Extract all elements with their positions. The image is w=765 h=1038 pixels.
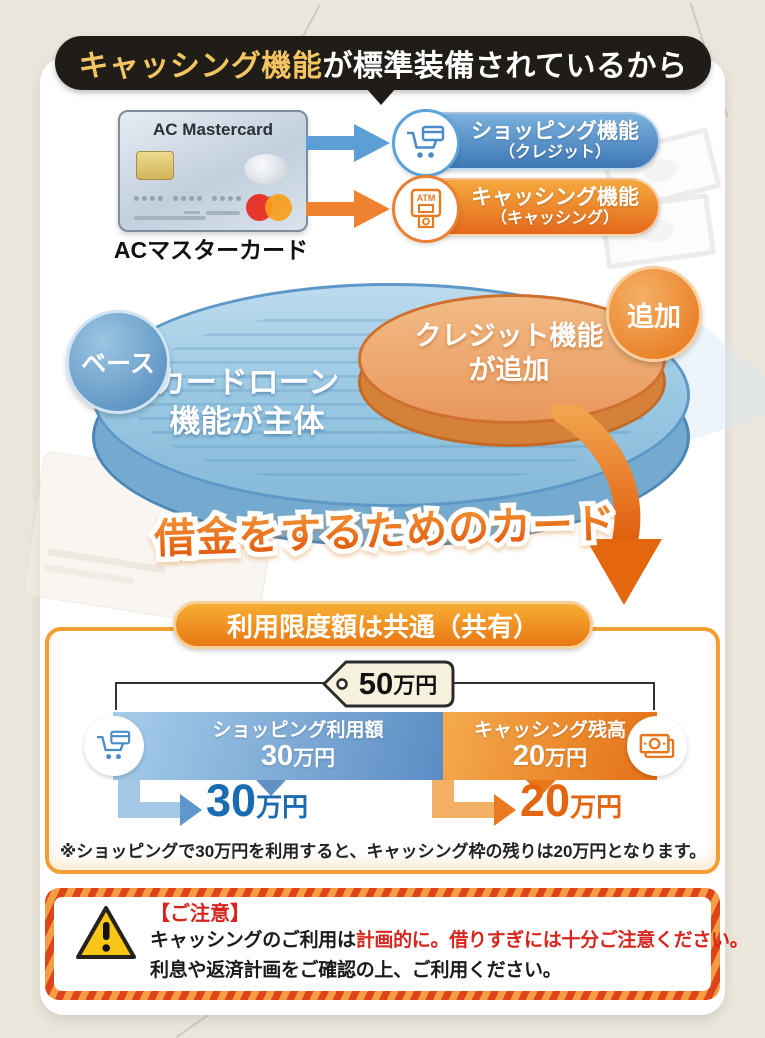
feature-shopping-title: ショッピング機能: [471, 120, 639, 144]
add-disc-label: クレジット機能 が追加: [414, 321, 604, 385]
card-number-dots: [134, 196, 280, 201]
mastercard-logo: [246, 194, 292, 221]
swoosh-down-arrow-icon: [551, 405, 662, 605]
card-name-label: ACマスターカード: [113, 237, 309, 263]
atm-icon: ATM: [392, 175, 460, 243]
svg-text:ATM: ATM: [417, 193, 436, 203]
warning-title: 【ご注意】: [150, 903, 250, 925]
feature-shopping-subtitle: （クレジット）: [498, 143, 611, 161]
card-line: [134, 216, 206, 220]
cashing-result-amount: 20 万円: [520, 775, 623, 826]
orange-arrow-icon: [306, 190, 390, 228]
limit-panel-header: 利用限度額は共通（共有）: [173, 601, 593, 649]
total-amount: 50 万円: [358, 666, 438, 701]
cashing-bar-pointer: [526, 780, 556, 796]
feature-cashing-subtitle: （キャッシング）: [490, 209, 619, 227]
card-line: [206, 211, 240, 215]
card-brand-text: AC Mastercard: [153, 120, 273, 139]
shopping-bar-label: ショッピング利用額: [212, 719, 384, 741]
money-icon: [627, 716, 687, 776]
cashing-bar-label: キャッシング残高: [473, 719, 626, 741]
cart-icon: [84, 716, 144, 776]
warning-line1: キャッシングのご利用は計画的に。借りすぎには十分ご注意ください。: [150, 930, 749, 951]
title-banner: キャッシング機能 が標準装備されているから: [55, 36, 711, 90]
price-tag: 50 万円: [316, 656, 460, 712]
warning-icon: [76, 906, 136, 959]
shopping-bar-amount: 30万円: [260, 739, 336, 772]
cashing-result-arrowhead: [494, 794, 516, 826]
shopping-result-amount: 30 万円: [206, 775, 309, 826]
card-hologram: [244, 154, 288, 184]
shopping-bar: ショッピング利用額 30万円: [113, 712, 443, 780]
shopping-bar-pointer: [256, 780, 286, 796]
feature-cashing-title: キャッシング機能: [471, 186, 639, 210]
card-line: [184, 211, 200, 214]
shopping-result-arrow: [118, 802, 180, 818]
credit-card-graphic: AC Mastercard: [118, 110, 308, 232]
title-highlight: キャッシング機能: [78, 50, 323, 83]
add-badge: 追加: [606, 266, 702, 362]
shopping-result-arrowhead: [180, 794, 202, 826]
cart-icon: [392, 109, 460, 177]
blue-arrow-icon: [306, 124, 390, 162]
banner-pointer: [366, 88, 396, 105]
limit-note: ※ショッピングで30万円を利用すると、キャッシング枠の残りは20万円となります。: [59, 842, 707, 861]
warning-box: [45, 888, 720, 1000]
title-rest: が標準装備されているから: [322, 50, 688, 83]
base-badge: ベース: [66, 310, 170, 414]
warning-line2: 利息や返済計画をご確認の上、ご利用ください。: [150, 960, 562, 981]
cashing-bar-amount: 20万円: [512, 739, 588, 772]
cashing-bar: キャッシング残高 20万円: [443, 712, 657, 780]
card-chip: [136, 151, 174, 180]
cashing-result-arrow: [432, 802, 494, 818]
base-disc-label: カードローン 機能が主体: [154, 365, 340, 439]
